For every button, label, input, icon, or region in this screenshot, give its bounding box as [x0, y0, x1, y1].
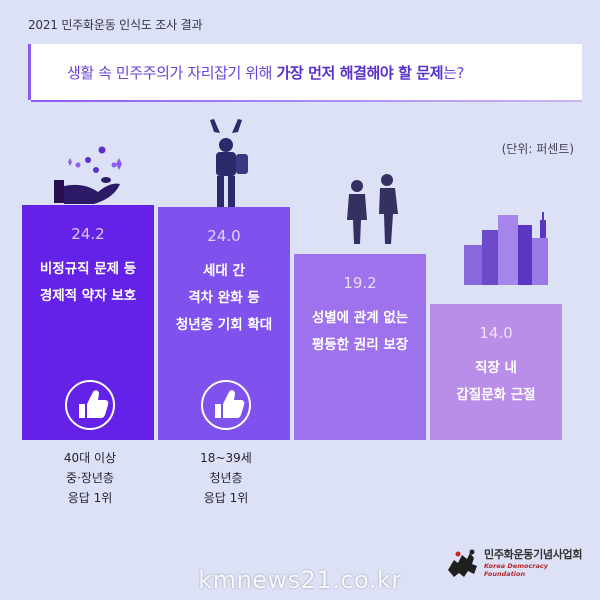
bar-3 — [294, 254, 426, 440]
couple-icon — [347, 174, 398, 244]
question-box: 생활 속 민주주의가 자리잡기 위해 가장 먼저 해결해야 할 문제는? — [28, 44, 582, 102]
bar-value-label-4: 14.0 — [479, 324, 512, 342]
bar-value-label-3: 19.2 — [343, 274, 376, 292]
city-buildings-icon — [464, 212, 548, 285]
bar-category-label-4-2: 갑질문화 근절 — [456, 387, 535, 403]
bar-category-label-1-1: 비정규직 문제 등 — [40, 260, 136, 277]
note-2-line-3: 응답 1위 — [203, 491, 249, 505]
coins-hand-icon — [54, 146, 122, 204]
bar-value-label-1: 24.2 — [71, 225, 104, 243]
bar-category-label-2-2: 격차 완화 등 — [188, 289, 260, 306]
bar-category-label-3-2: 평등한 권리 보장 — [312, 336, 409, 353]
bar-category-label-1-2: 경제적 약자 보호 — [40, 287, 137, 304]
bar-category-label-3-1: 성별에 관계 없는 — [312, 309, 409, 326]
note-2-line-2: 청년층 — [209, 471, 243, 485]
bar-category-label-2-1: 세대 간 — [203, 262, 246, 279]
thumbs-up-icon-2 — [201, 380, 251, 430]
question-emphasis: 가장 먼저 해결해야 할 문제 — [276, 64, 444, 82]
foundation-logo-icon — [448, 549, 477, 577]
survey-title: 2021 민주화운동 인식도 조사 결과 — [28, 18, 203, 32]
bar-2 — [158, 207, 290, 440]
note-1: 40대 이상 중·장년층 응답 1위 — [30, 448, 150, 508]
foundation-logo: 민주화운동기념사업회 Korea Democracy Foundation — [436, 544, 586, 580]
note-1-line-1: 40대 이상 — [63, 451, 117, 465]
note-1-line-2: 중·장년층 — [66, 471, 114, 485]
note-1-line-3: 응답 1위 — [67, 491, 113, 505]
unit-label: (단위: 퍼센트) — [501, 142, 574, 156]
question-text: 생활 속 민주주의가 자리잡기 위해 가장 먼저 해결해야 할 문제는? — [67, 62, 465, 83]
bar-category-label-4-1: 직장 내 — [475, 359, 517, 376]
note-2-line-1: 18~39세 — [200, 451, 252, 465]
bar-category-label-2-3: 청년층 기회 확대 — [176, 316, 272, 333]
question-prefix: 생활 속 민주주의가 자리잡기 위해 — [67, 64, 277, 82]
org-name-ko: 민주화운동기념사업회 — [484, 548, 583, 561]
note-2: 18~39세 청년층 응답 1위 — [166, 448, 286, 508]
bar-4 — [430, 304, 562, 440]
bar-value-label-2: 24.0 — [207, 227, 240, 245]
watermark: kmnews21.co.kr — [198, 566, 402, 594]
question-underline — [31, 100, 582, 102]
question-suffix: 는? — [443, 64, 465, 82]
celebrating-person-icon — [210, 119, 248, 210]
thumbs-up-icon-1 — [65, 380, 115, 430]
org-name-en: Korea Democracy Foundation — [484, 562, 548, 578]
bar-1 — [22, 205, 154, 440]
